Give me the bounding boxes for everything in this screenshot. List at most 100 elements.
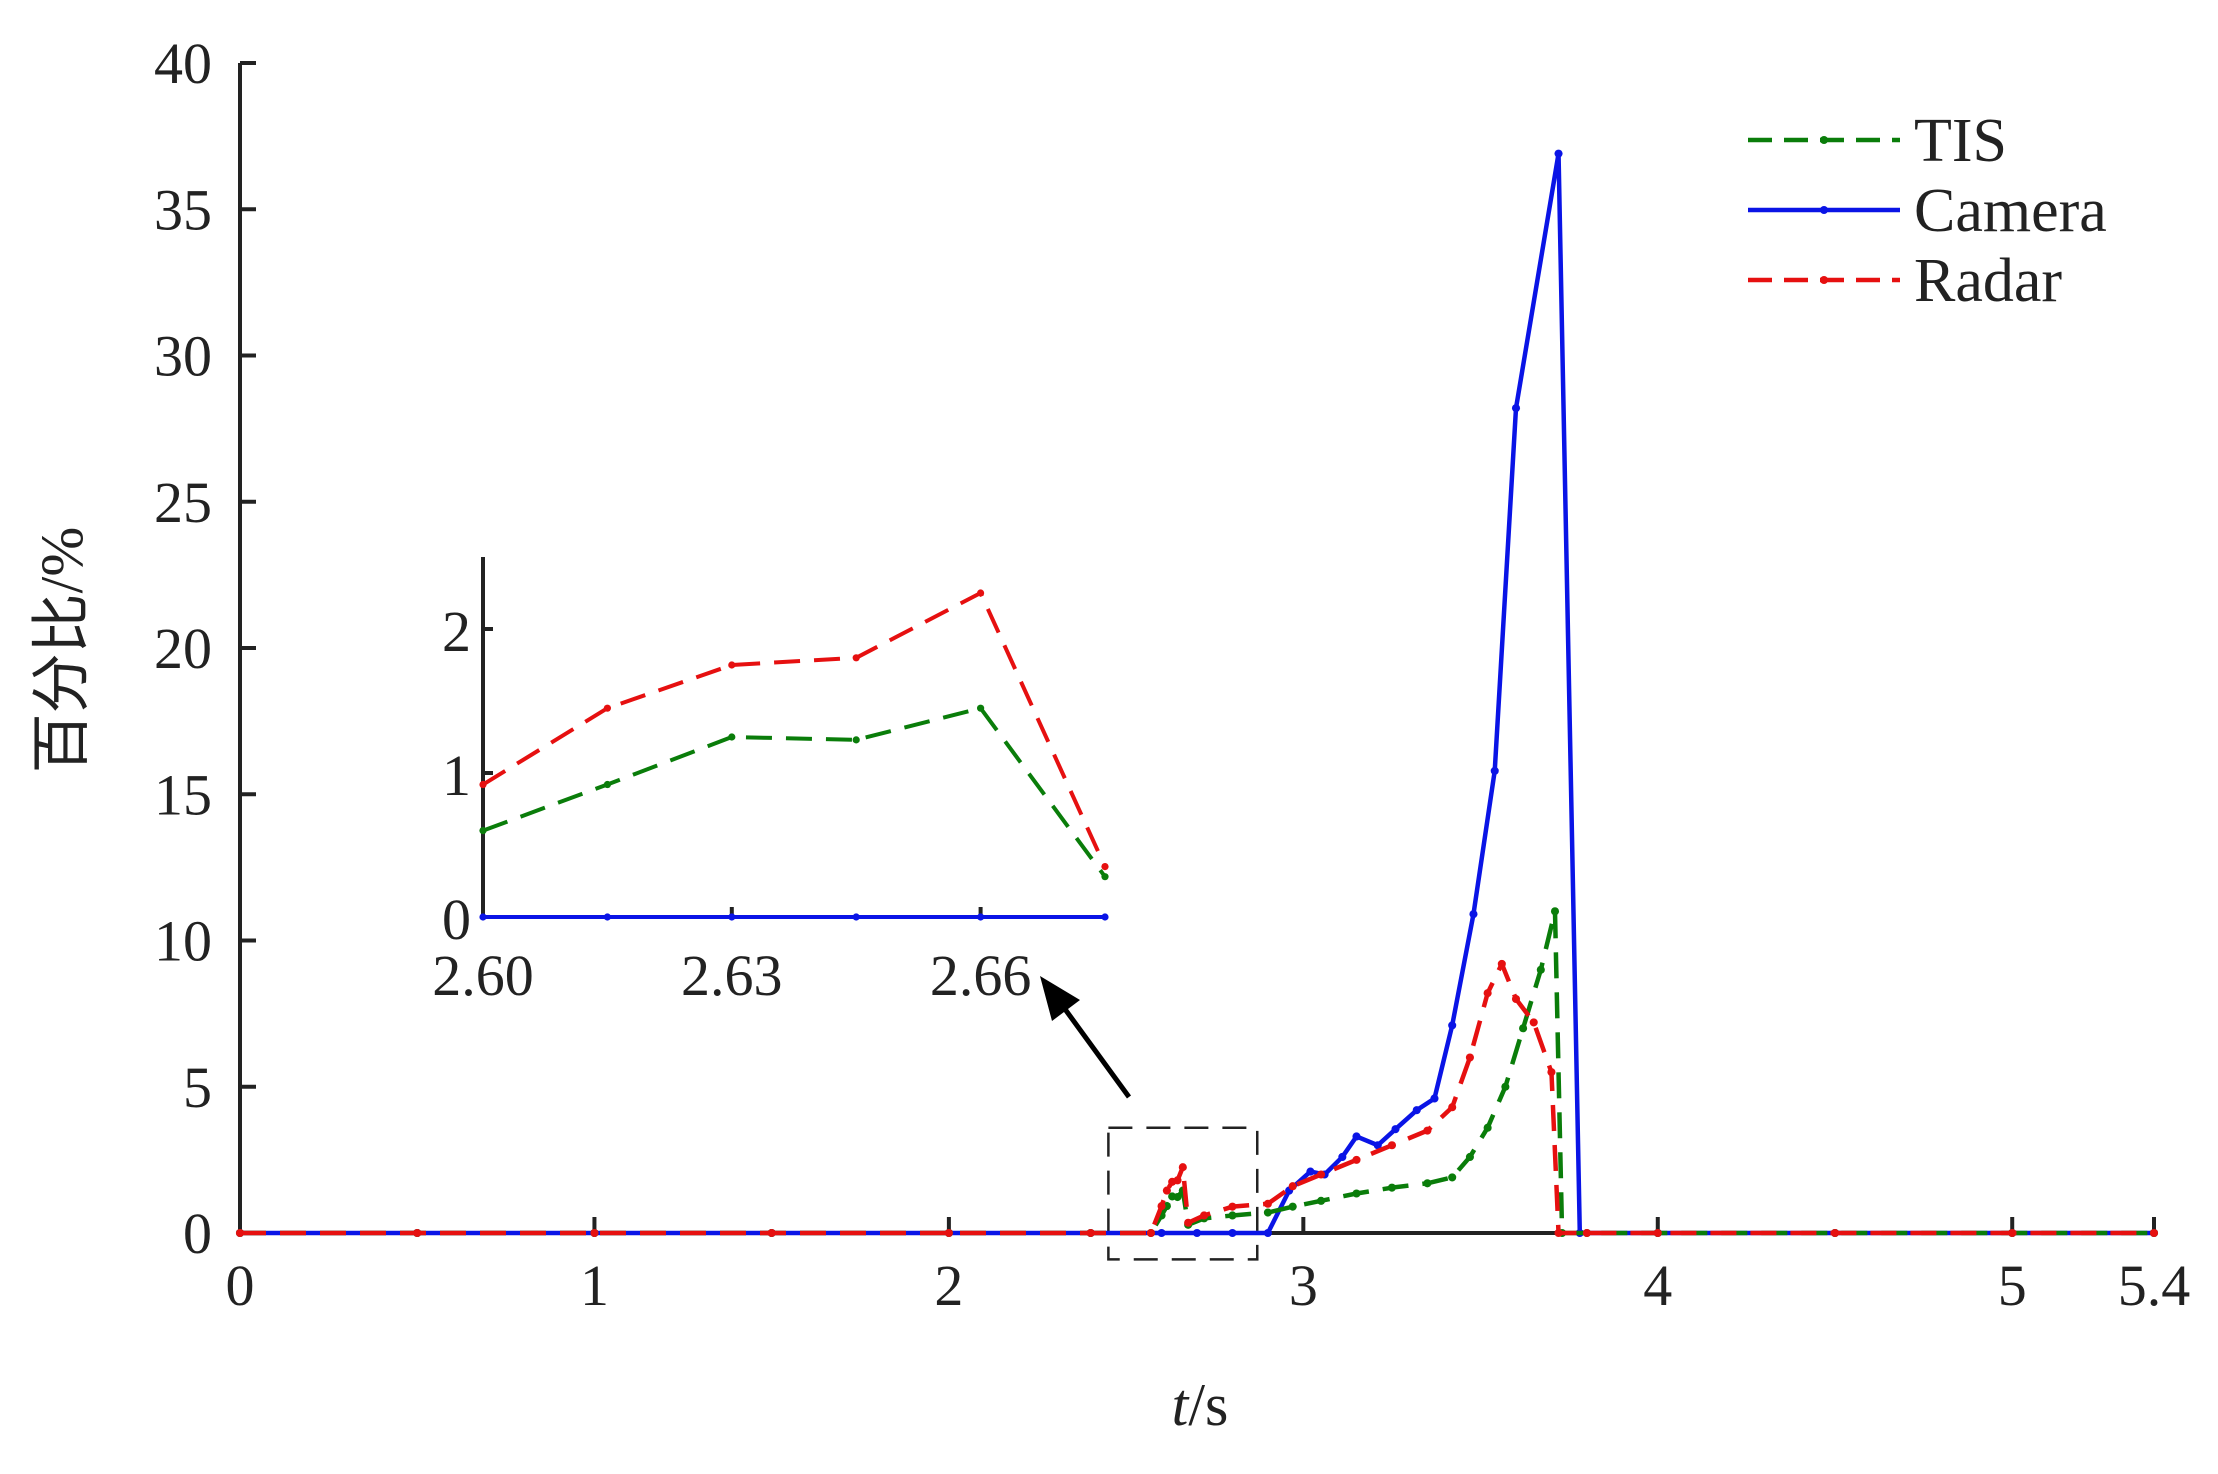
data-point xyxy=(1582,1228,1591,1238)
inset-y-tick-label: 1 xyxy=(442,743,471,808)
data-point xyxy=(728,661,736,669)
data-point xyxy=(1317,1196,1326,1205)
legend-marker xyxy=(1820,206,1828,214)
data-point xyxy=(2008,1228,2017,1238)
data-point xyxy=(1519,1024,1528,1033)
series-radar xyxy=(479,589,1109,871)
data-point xyxy=(1228,1202,1237,1211)
data-point xyxy=(1162,1186,1171,1195)
legend-marker xyxy=(1820,136,1828,144)
data-point xyxy=(1173,1176,1182,1185)
data-point xyxy=(1497,959,1506,968)
data-point xyxy=(977,913,985,921)
data-point xyxy=(1178,1163,1187,1172)
legend-label: Radar xyxy=(1914,247,2062,315)
data-point xyxy=(1157,1202,1166,1211)
data-point xyxy=(852,736,860,744)
data-point xyxy=(1490,766,1499,775)
data-point xyxy=(977,704,985,712)
data-point xyxy=(852,913,860,921)
series-camera xyxy=(479,913,1109,921)
data-point xyxy=(479,827,487,835)
data-point xyxy=(1511,994,1521,1004)
data-point xyxy=(1448,1021,1457,1030)
data-point xyxy=(1423,1126,1432,1135)
data-point xyxy=(1184,1218,1193,1227)
data-point xyxy=(590,1228,599,1238)
data-point xyxy=(1465,1152,1474,1161)
legend-label: TIS xyxy=(1914,107,2007,175)
y-tick-label: 10 xyxy=(154,909,212,974)
data-point xyxy=(603,780,612,789)
x-tick-label: 5.4 xyxy=(2118,1253,2191,1318)
y-tick-label: 0 xyxy=(183,1201,212,1266)
data-point xyxy=(413,1228,422,1238)
y-tick-label: 40 xyxy=(154,31,212,96)
data-point xyxy=(1653,1228,1662,1238)
legend-label: Camera xyxy=(1914,177,2107,245)
y-tick-label: 30 xyxy=(154,324,212,389)
y-tick-label: 25 xyxy=(154,470,212,535)
data-point xyxy=(1412,1106,1421,1115)
x-tick-label: 3 xyxy=(1289,1253,1318,1318)
data-point xyxy=(1554,1228,1563,1238)
data-point xyxy=(1387,1183,1396,1192)
data-point xyxy=(479,913,487,921)
data-point xyxy=(1101,913,1109,921)
x-axis-label: t/s xyxy=(1172,1372,1229,1438)
data-point xyxy=(1288,1202,1297,1211)
data-point xyxy=(1306,1167,1315,1176)
data-point xyxy=(479,780,487,789)
series-line-tis xyxy=(482,706,1107,878)
arrow-line xyxy=(1059,1003,1132,1099)
data-point xyxy=(1536,965,1545,974)
arrow-head xyxy=(1040,976,1080,1021)
data-point xyxy=(1469,910,1478,919)
data-point xyxy=(1423,1179,1432,1188)
legend-item-tis: TIS xyxy=(1748,107,2007,175)
y-tick-label: 35 xyxy=(154,177,212,242)
data-point xyxy=(603,704,612,712)
data-point xyxy=(1511,404,1521,413)
data-point xyxy=(1352,1155,1361,1164)
data-point xyxy=(852,654,860,662)
data-point xyxy=(1146,1228,1155,1238)
data-point xyxy=(1373,1141,1382,1150)
y-tick-label: 20 xyxy=(154,616,212,681)
x-axis-label-unit: /s xyxy=(1188,1372,1228,1438)
data-point xyxy=(2149,1228,2159,1238)
legend-item-camera: Camera xyxy=(1748,177,2107,245)
series-line-radar xyxy=(481,591,1107,868)
data-point xyxy=(235,1228,245,1238)
y-axis-label: 百分比/% xyxy=(29,527,95,774)
x-tick-label: 4 xyxy=(1643,1253,1672,1318)
y-tick-label: 15 xyxy=(154,762,212,827)
data-point xyxy=(1529,1018,1538,1027)
series-tis xyxy=(479,704,1109,881)
y-tick-label: 5 xyxy=(183,1055,212,1120)
inset-background xyxy=(483,552,1105,917)
data-point xyxy=(1157,1228,1166,1238)
x-tick-label: 5 xyxy=(1998,1253,2027,1318)
data-point xyxy=(1173,1192,1182,1202)
data-point xyxy=(1200,1211,1209,1220)
x-tick-label: 1 xyxy=(580,1253,609,1318)
data-point xyxy=(1352,1189,1361,1198)
data-point xyxy=(1501,1082,1510,1091)
data-point xyxy=(1086,1228,1095,1238)
data-point xyxy=(1430,1094,1439,1103)
inset-x-tick-label: 2.63 xyxy=(681,943,783,1008)
inset-x-tick-label: 2.66 xyxy=(930,943,1032,1008)
zoom-box xyxy=(1107,1126,1259,1261)
series-radar xyxy=(235,959,2159,1238)
data-point xyxy=(603,913,612,921)
legend-marker xyxy=(1820,276,1828,284)
data-point xyxy=(1263,1208,1272,1217)
data-point xyxy=(728,913,736,921)
data-point xyxy=(728,733,736,741)
data-point xyxy=(944,1228,953,1238)
x-tick-label: 0 xyxy=(226,1253,255,1318)
